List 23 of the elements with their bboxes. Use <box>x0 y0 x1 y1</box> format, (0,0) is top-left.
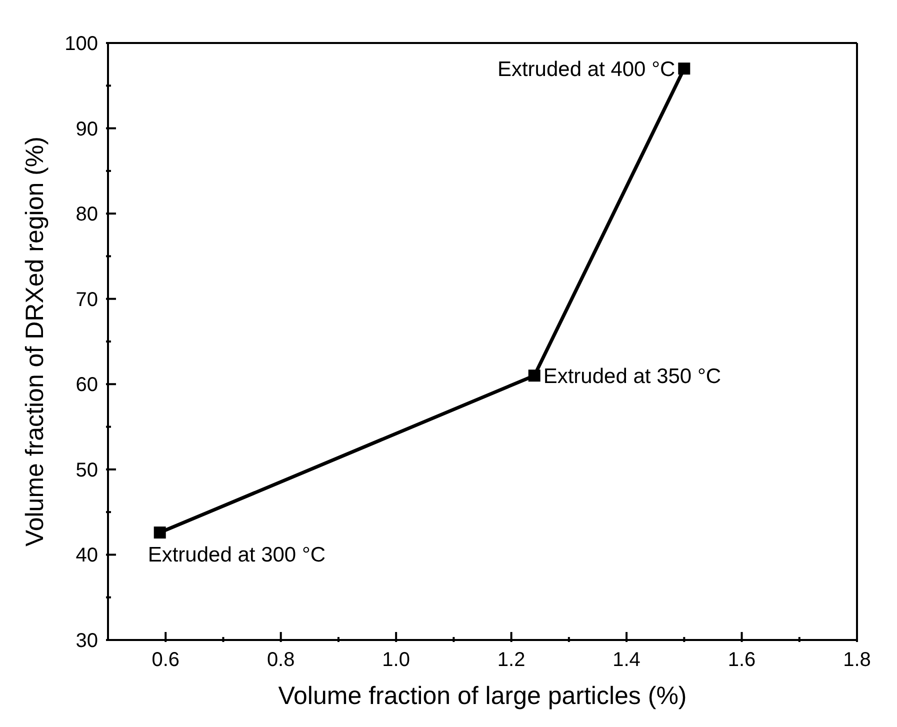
annotation: Extruded at 350 °C <box>543 365 722 388</box>
y-tick-label: 30 <box>76 630 98 652</box>
point <box>528 370 540 382</box>
x-tick-label: 1.4 <box>612 649 640 671</box>
x-tick-label: 1.8 <box>843 649 871 671</box>
annotation: Extruded at 300 °C <box>148 543 326 566</box>
y-tick-label: 90 <box>76 118 98 140</box>
y-axis-title: Volume fraction of DRXed region (%) <box>20 136 49 546</box>
annotation: Extruded at 400 °C <box>497 58 676 82</box>
point <box>154 526 166 539</box>
x-tick-label: 1.0 <box>382 649 410 671</box>
y-tick-label: 50 <box>76 459 98 482</box>
x-tick-label: 0.6 <box>152 649 180 671</box>
x-axis-title: Volume fraction of large particles (%) <box>277 681 688 712</box>
point <box>678 62 690 75</box>
y-tick-label: 80 <box>76 204 98 226</box>
x-tick-label: 1.6 <box>728 649 756 671</box>
y-tick-label: 60 <box>76 374 98 396</box>
x-tick-label: 1.2 <box>497 649 526 671</box>
y-tick-label: 40 <box>76 544 98 567</box>
y-tick-label: 70 <box>76 288 98 311</box>
y-tick-label: 100 <box>64 33 98 55</box>
x-tick-label: 0.8 <box>266 649 295 671</box>
